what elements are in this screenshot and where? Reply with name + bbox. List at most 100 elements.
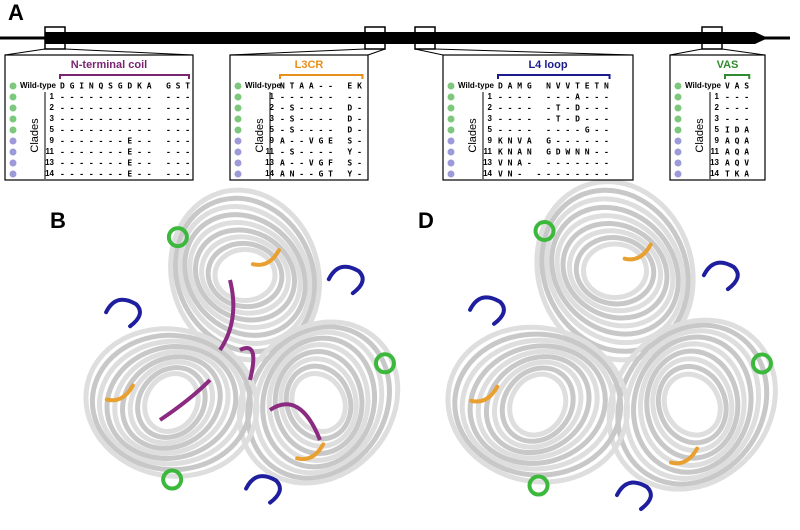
clades-label: Clades [467, 118, 479, 153]
clade-number: 11 [711, 147, 720, 156]
beta-strand [83, 326, 260, 479]
clade-sequence: K N A N G D W N N - - [498, 148, 609, 157]
region-marker [414, 26, 436, 50]
clade-number: 9 [270, 136, 275, 145]
beta-strand [606, 317, 778, 492]
connector [414, 48, 444, 56]
clade-sequence: - - - [725, 104, 749, 113]
clades-label: Clades [254, 118, 266, 153]
clade-sequence: V N A - - - - - - - - [498, 159, 609, 168]
beta-strand [467, 343, 608, 466]
clade-dot [234, 137, 242, 145]
loop [469, 384, 500, 404]
clade-sequence: - - - - - T - D - - - [498, 115, 609, 124]
clade-sequence: - - - - - - - E - - - - - [60, 170, 190, 179]
beta-strand [631, 334, 754, 475]
clade-sequence: V N - - - - - - - - - [498, 170, 609, 179]
helix [750, 352, 773, 375]
region-title: L3CR [295, 59, 324, 71]
clade-dot [234, 170, 242, 178]
clade-number: 2 [270, 103, 275, 112]
clade-dot [674, 137, 682, 145]
clade-number: 11 [484, 147, 493, 156]
connector [721, 48, 766, 56]
beta-strand [112, 349, 231, 456]
clade-dot [9, 82, 17, 90]
bracket [724, 74, 751, 79]
wild-type-sequence: V A S [725, 82, 749, 91]
clade-sequence: - - - - - - - - - - - - - [60, 115, 190, 124]
bracket [497, 74, 611, 79]
beta-strand [283, 363, 354, 442]
helix [373, 352, 396, 375]
beta-strand [483, 354, 592, 456]
n-terminal-coil [158, 378, 212, 422]
loop [326, 264, 365, 296]
clade-number: 1 [715, 92, 720, 101]
clade-dot [674, 159, 682, 167]
clade-sequence: A Q A [725, 137, 749, 146]
clade-dot [447, 104, 455, 112]
clade-sequence: - S - - - - D - [280, 104, 362, 113]
beta-strand [623, 328, 762, 481]
clade-dot [447, 170, 455, 178]
clade-dot [674, 82, 682, 90]
clade-number: 3 [488, 114, 493, 123]
region-marker [44, 26, 66, 50]
clade-number: 14 [710, 169, 719, 178]
beta-strand [212, 247, 278, 303]
clade-dot [674, 170, 682, 178]
clade-dot [9, 104, 17, 112]
beta-strand [650, 356, 735, 454]
loop [701, 260, 740, 292]
clade-dot [9, 148, 17, 156]
beta-strand [644, 348, 741, 461]
bracket [59, 74, 190, 79]
wild-type-label: Wild-type [458, 81, 494, 90]
clade-number: 13 [45, 158, 54, 167]
beta-strand [252, 329, 385, 476]
connector [229, 48, 366, 56]
clade-dot [9, 93, 17, 101]
beta-strand [615, 322, 770, 487]
beta-strand [549, 204, 681, 337]
clade-number: 5 [270, 125, 275, 134]
connector [367, 48, 386, 56]
clade-number: 5 [488, 125, 493, 134]
clades-label: Clades [694, 118, 706, 153]
panel-label: A [8, 0, 24, 25]
clade-number: 2 [50, 103, 55, 112]
clade-sequence: - - - - - - - E - - - - - [60, 137, 190, 146]
clade-dot [9, 170, 17, 178]
beta-strand [266, 342, 371, 463]
beta-strand [260, 335, 378, 470]
helix [166, 226, 189, 249]
loop [295, 442, 326, 462]
loop [468, 295, 506, 326]
clade-sequence: - - - - - - - - - - - - - [60, 93, 190, 102]
loop [104, 383, 135, 403]
clade-sequence: - - - - - - - - [280, 93, 362, 102]
clade-dot [9, 159, 17, 167]
beta-strand [278, 356, 359, 449]
clade-number: 14 [483, 169, 492, 178]
clade-sequence: - S - - - - Y - [280, 148, 362, 157]
clade-number: 9 [715, 136, 720, 145]
clade-sequence: A Q A [725, 148, 749, 157]
beta-strand [142, 371, 201, 434]
clade-sequence: A - - V G E S - [280, 137, 362, 146]
beta-strand [120, 354, 223, 451]
clade-dot [234, 159, 242, 167]
panel-label: B [50, 208, 66, 233]
clade-sequence: T K A [725, 170, 749, 179]
beta-strand [104, 344, 239, 461]
beta-strand [236, 319, 401, 486]
beta-strand [459, 337, 616, 472]
clade-dot [674, 148, 682, 156]
beta-strand [187, 220, 303, 330]
clade-sequence: A N - - G T Y - [280, 170, 362, 179]
beta-strand [554, 213, 676, 329]
clade-dot [447, 126, 455, 134]
clade-dot [674, 115, 682, 123]
